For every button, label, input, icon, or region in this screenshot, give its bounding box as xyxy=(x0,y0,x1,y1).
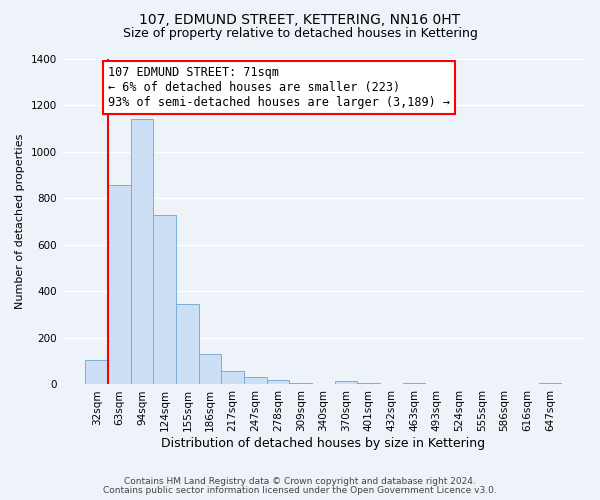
Text: Contains public sector information licensed under the Open Government Licence v3: Contains public sector information licen… xyxy=(103,486,497,495)
Bar xyxy=(108,184,131,384)
Bar xyxy=(244,378,266,384)
Bar xyxy=(85,360,108,384)
Text: Contains HM Land Registry data © Crown copyright and database right 2024.: Contains HM Land Registry data © Crown c… xyxy=(124,477,476,486)
Bar xyxy=(335,381,358,384)
Y-axis label: Number of detached properties: Number of detached properties xyxy=(15,134,25,310)
Bar xyxy=(154,215,176,384)
Bar xyxy=(131,120,154,384)
Bar xyxy=(266,380,289,384)
Text: 107 EDMUND STREET: 71sqm
← 6% of detached houses are smaller (223)
93% of semi-d: 107 EDMUND STREET: 71sqm ← 6% of detache… xyxy=(108,66,450,109)
X-axis label: Distribution of detached houses by size in Kettering: Distribution of detached houses by size … xyxy=(161,437,485,450)
Text: Size of property relative to detached houses in Kettering: Size of property relative to detached ho… xyxy=(122,28,478,40)
Bar xyxy=(176,304,199,384)
Bar xyxy=(221,370,244,384)
Text: 107, EDMUND STREET, KETTERING, NN16 0HT: 107, EDMUND STREET, KETTERING, NN16 0HT xyxy=(139,12,461,26)
Bar xyxy=(199,354,221,384)
